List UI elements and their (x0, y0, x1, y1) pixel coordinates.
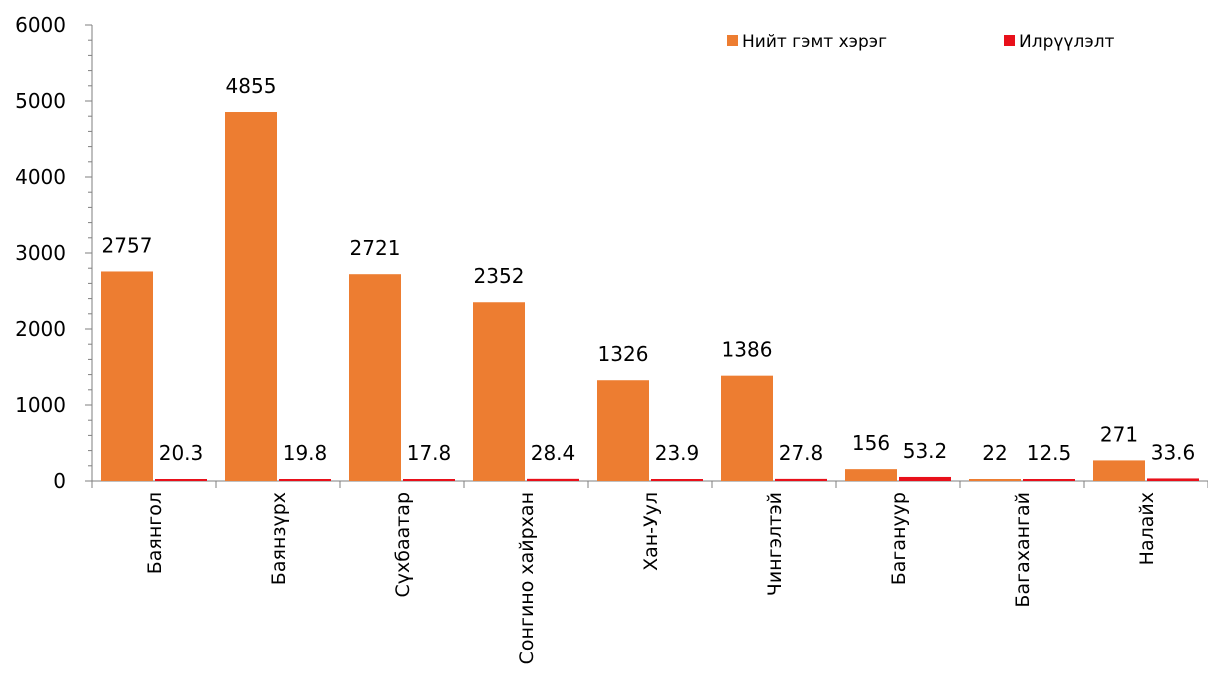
bar-detection-rate (279, 479, 331, 481)
y-tick-label: 6000 (15, 13, 66, 37)
bar-detection-rate (651, 479, 703, 481)
bar-total-crimes (349, 274, 401, 481)
data-label: 33.6 (1151, 440, 1196, 464)
x-category-label: Баянгол (144, 492, 166, 574)
legend-label: Нийт гэмт хэрэг (742, 32, 887, 52)
bar-total-crimes (1093, 460, 1145, 481)
data-label: 22 (982, 441, 1007, 465)
bar-total-crimes (225, 112, 277, 482)
bar-detection-rate (1023, 479, 1075, 481)
bar-total-crimes (101, 271, 153, 481)
legend: Нийт гэмт хэрэг Илрүүлэлт (727, 32, 1115, 52)
bar-detection-rate (899, 476, 951, 481)
x-category-label: Багахангай (1012, 492, 1034, 608)
legend-swatch (727, 35, 738, 46)
x-category-label: Багануур (888, 492, 910, 585)
y-tick-label: 4000 (15, 165, 66, 189)
x-category-label: Сонгино хайрхан (516, 492, 538, 664)
y-tick-label: 3000 (15, 241, 66, 265)
bars (101, 112, 1199, 482)
data-label: 4855 (226, 74, 277, 98)
y-tick-label: 5000 (15, 89, 66, 113)
data-label: 2757 (102, 233, 153, 257)
x-category-label: Баянзүрх (268, 492, 290, 585)
data-label: 12.5 (1027, 441, 1072, 465)
data-label: 53.2 (903, 439, 948, 463)
bar-detection-rate (527, 478, 579, 481)
data-label: 17.8 (407, 441, 452, 465)
bar-detection-rate (1147, 478, 1199, 481)
y-tick-label: 0 (53, 469, 66, 493)
data-label: 2721 (350, 236, 401, 260)
data-label: 28.4 (531, 441, 576, 465)
bar-detection-rate (155, 479, 207, 481)
data-label: 1326 (598, 342, 649, 366)
data-label: 1386 (722, 338, 773, 362)
legend-label: Илрүүлэлт (1019, 32, 1115, 52)
bar-total-crimes (845, 469, 897, 481)
x-category-label: Чингэлтэй (764, 492, 786, 596)
x-category-label: Хан-Уул (640, 492, 662, 571)
data-labels: 2757 20.3 4855 19.8 2721 17.8 2352 28.4 1326 23.9… (102, 74, 1196, 465)
bar-total-crimes (721, 375, 773, 481)
data-label: 19.8 (283, 441, 328, 465)
bar-detection-rate (403, 479, 455, 481)
bar-total-crimes (473, 302, 525, 481)
data-label: 271 (1100, 422, 1138, 446)
y-tick-label: 1000 (15, 393, 66, 417)
bar-total-crimes (597, 380, 649, 481)
data-label: 23.9 (655, 441, 700, 465)
x-category-label: Сүхбаатар (392, 492, 414, 598)
data-label: 156 (852, 431, 890, 455)
x-category-label: Налайх (1136, 492, 1158, 565)
data-label: 20.3 (159, 441, 204, 465)
legend-swatch (1004, 35, 1015, 46)
axes: 0 1000 2000 3000 4000 5000 6000 Баянгол Баянзүрх… (15, 13, 1208, 664)
bar-total-crimes (969, 479, 1021, 481)
y-tick-label: 2000 (15, 317, 66, 341)
bar-detection-rate (775, 478, 827, 481)
data-label: 27.8 (779, 441, 824, 465)
data-label: 2352 (474, 264, 525, 288)
